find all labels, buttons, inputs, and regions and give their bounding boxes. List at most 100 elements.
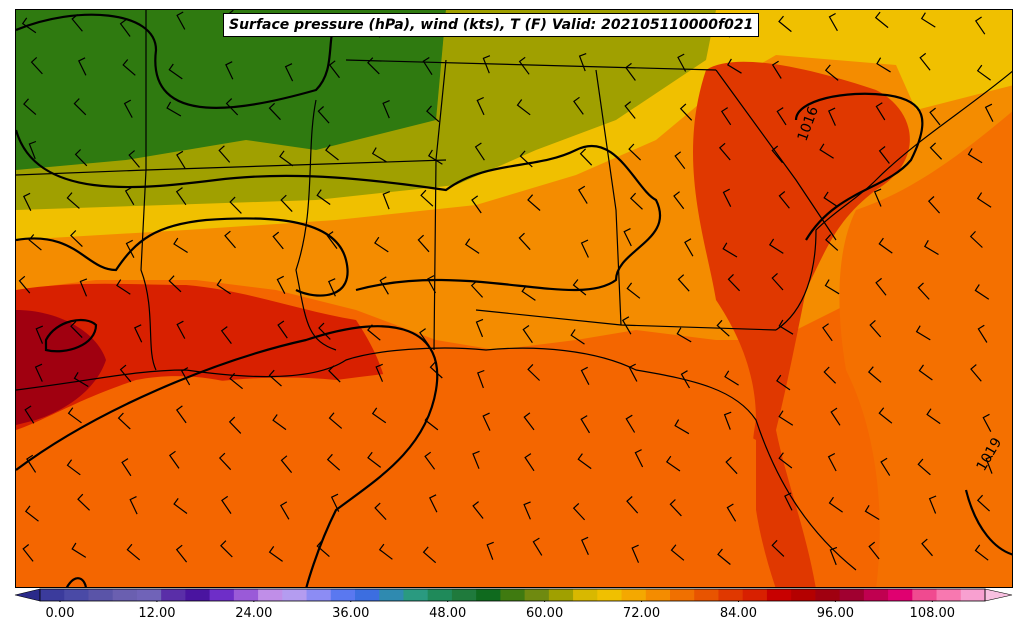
wind-barb [776, 107, 787, 126]
wind-barb [176, 11, 186, 30]
wind-barb [74, 149, 88, 167]
wind-barb [280, 194, 293, 213]
temperature-field-olive [16, 10, 716, 225]
wind-barb [521, 285, 536, 301]
wind-barb [680, 370, 691, 389]
wind-barb [880, 457, 891, 476]
wind-barb [129, 496, 138, 515]
colorbar-segment [524, 589, 550, 601]
wind-barb [572, 502, 586, 521]
boundary-lines [16, 10, 1012, 571]
colorbar-segment [863, 589, 889, 601]
colorbar-segment [330, 589, 356, 601]
wind-barb [921, 538, 933, 557]
wind-barb [316, 540, 330, 558]
wind-barb [527, 194, 541, 211]
wind-barb [268, 102, 281, 121]
wind-barb [330, 493, 340, 512]
wind-barb [427, 149, 443, 165]
wind-barb [77, 57, 87, 76]
wind-barb [720, 107, 732, 126]
wind-barb [280, 455, 293, 473]
wind-barb [486, 541, 494, 560]
wind-barb [523, 501, 531, 520]
wind-barb [573, 96, 584, 115]
colorbar-segment [88, 589, 114, 601]
wind-barb [878, 146, 890, 164]
wind-barb [723, 411, 732, 430]
temperature-field-green [16, 10, 446, 180]
wind-barb [670, 544, 685, 561]
wind-barb [166, 101, 182, 117]
wind-barb [28, 140, 37, 160]
wind-barb [532, 537, 543, 556]
wind-barb [79, 278, 88, 297]
wind-barb [133, 324, 143, 343]
wind-barb [771, 60, 782, 79]
wind-barb [929, 107, 941, 126]
wind-barb [926, 408, 941, 425]
wind-barb [819, 143, 834, 159]
wind-barb [829, 546, 838, 566]
wind-barb [915, 325, 931, 341]
wind-barb [771, 272, 784, 291]
wind-barb [527, 363, 541, 381]
wind-barb [524, 453, 535, 472]
colorbar-segment [694, 589, 719, 601]
wind-barb [220, 326, 232, 344]
wind-barb [426, 275, 437, 294]
wind-barb [776, 374, 791, 391]
wind-barb [272, 414, 287, 431]
colorbar-segment [476, 589, 501, 601]
colorbar-max-extend [984, 588, 1013, 602]
wind-barb [717, 548, 731, 565]
wind-barb [123, 99, 133, 118]
wind-barb [71, 542, 87, 558]
colorbar-segment [597, 589, 623, 601]
wind-barb [77, 493, 91, 511]
colorbar-segment [573, 589, 598, 601]
wind-barb [126, 543, 141, 561]
wind-barb [175, 544, 188, 563]
wind-barb [726, 503, 737, 522]
wind-barb [928, 495, 937, 514]
wind-barb [830, 407, 841, 426]
wind-barb [328, 278, 336, 297]
map-title: Surface pressure (hPa), wind (kts), T (F… [229, 17, 754, 33]
temperature-field-red-east [693, 61, 910, 587]
wind-barb [70, 320, 83, 339]
wind-barb [577, 185, 588, 204]
wind-barb [268, 546, 283, 562]
wind-barb [326, 231, 338, 249]
wind-barb [279, 501, 290, 520]
wind-barb [26, 454, 37, 473]
wind-barb [984, 103, 994, 122]
wind-barb [34, 363, 43, 382]
wind-barb [472, 501, 484, 519]
wind-barb [375, 363, 384, 382]
wind-barb [316, 189, 331, 205]
wind-barb [518, 56, 530, 75]
wind-barb [878, 407, 893, 424]
wind-barb [128, 150, 140, 168]
colorbar-segment [282, 589, 308, 601]
wind-barb [771, 145, 783, 164]
wind-barb [229, 372, 243, 390]
wind-barb [276, 275, 286, 294]
wind-barb [875, 102, 886, 121]
wind-barb [778, 319, 794, 335]
wind-barb [570, 329, 585, 345]
wind-barb [326, 453, 341, 471]
wind-barb [328, 60, 340, 79]
wind-barb [578, 53, 587, 72]
wind-barb [726, 58, 742, 74]
colorbar-tick-label: 36.00 [332, 606, 370, 621]
wind-barb [867, 366, 882, 383]
wind-barb [35, 325, 44, 344]
wind-barb [22, 544, 34, 562]
wind-barb [218, 145, 231, 163]
colorbar-tick-label: 60.00 [526, 606, 564, 621]
colorbar-segment [403, 589, 429, 601]
wind-barb [328, 412, 343, 429]
wind-barb [673, 191, 685, 210]
